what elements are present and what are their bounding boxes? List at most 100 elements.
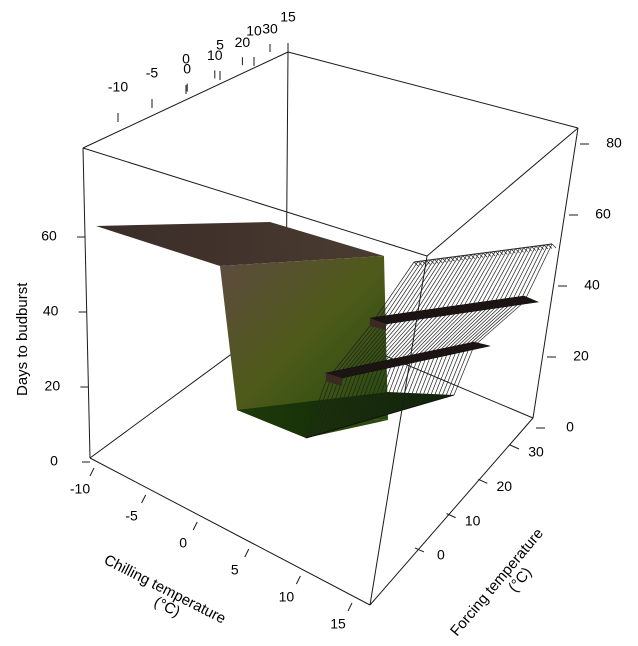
mesh-top-line-28 xyxy=(527,246,532,252)
z-right-tick-label-0: 0 xyxy=(566,419,574,435)
mesh-line-2-1 xyxy=(374,261,419,326)
y-right-tick-1 xyxy=(446,513,456,519)
mesh-line-1-30 xyxy=(456,304,507,351)
box-edge-top-front xyxy=(82,147,428,257)
box-edge-front-vertical xyxy=(369,255,428,606)
mesh-top-line-13 xyxy=(466,254,472,260)
x-back-tick-label-5: 15 xyxy=(280,9,296,25)
mesh-line-1-29 xyxy=(451,305,502,352)
mesh-line-2-7 xyxy=(401,258,443,322)
step-slab-upper-edge xyxy=(370,318,386,330)
mesh-line-2-8 xyxy=(405,257,447,321)
mesh-line-2-29 xyxy=(501,246,533,306)
mesh-line-1-15 xyxy=(391,315,439,366)
mesh-line-0-0 xyxy=(305,380,327,439)
y-axis-title-line1: Forcing temperature xyxy=(447,525,547,639)
y-back-tick-label-1: 10 xyxy=(207,47,223,63)
mesh-top-line-0 xyxy=(413,261,419,267)
mesh-line-2-14 xyxy=(433,254,472,317)
box-edge-front-left xyxy=(82,147,91,459)
step-slab-lower-edge xyxy=(326,373,342,386)
mesh-top-line-32 xyxy=(543,244,549,250)
z-left-tick-label-2: 40 xyxy=(43,303,59,319)
x-back-tick-label-3: 5 xyxy=(216,37,224,53)
x-front-tick-5 xyxy=(347,602,353,612)
mesh-top-line-26 xyxy=(519,247,524,253)
mesh-line-0-30 xyxy=(436,349,457,401)
mesh-top-line-33 xyxy=(547,244,553,249)
mesh-line-0-16 xyxy=(375,364,396,418)
mesh-line-2-5 xyxy=(392,259,435,323)
mesh-line-0-12 xyxy=(357,368,379,423)
mesh-line-2-34 xyxy=(523,243,553,303)
mesh-line-1-31 xyxy=(460,303,511,350)
mesh-line-2-32 xyxy=(514,244,545,304)
mesh-top-line-16 xyxy=(478,253,484,258)
mesh-line-1-34 xyxy=(473,301,525,347)
z-right-tick-label-2: 40 xyxy=(584,277,600,293)
mesh-top-line-17 xyxy=(482,252,488,258)
mesh-line-0-4 xyxy=(323,376,344,434)
mesh-top-line-7 xyxy=(442,258,447,263)
mesh-line-1-13 xyxy=(382,316,430,368)
mesh-line-1-14 xyxy=(386,315,434,367)
mesh-line-0-2 xyxy=(314,378,336,436)
mesh-top-line-27 xyxy=(523,247,528,252)
surface-wall-shadow xyxy=(237,256,388,438)
box-edge-floor-front xyxy=(89,457,371,606)
surface-mesh-steps xyxy=(305,243,557,439)
mesh-line-0-23 xyxy=(405,357,427,410)
mesh-line-2-19 xyxy=(455,251,492,313)
y-right-tick-label-3: 30 xyxy=(528,444,544,460)
y-back-tick-label-0: 0 xyxy=(183,60,191,76)
box-edge-top-left xyxy=(82,51,289,149)
x-front-tick-label-0: -10 xyxy=(70,481,90,497)
mesh-line-1-32 xyxy=(465,303,516,349)
x-front-tick-label-3: 5 xyxy=(231,562,239,578)
mesh-line-0-14 xyxy=(366,366,388,421)
x-front-tick-2 xyxy=(192,521,198,531)
mesh-top-line-25 xyxy=(515,248,520,254)
mesh-top-line-10 xyxy=(454,256,459,261)
mesh-top-line-1 xyxy=(417,261,423,266)
mesh-line-2-10 xyxy=(414,256,455,320)
y-back-tick-label-2: 20 xyxy=(235,34,251,50)
box-edge-top-back xyxy=(287,51,579,129)
mesh-line-1-28 xyxy=(447,305,498,353)
mesh-line-0-5 xyxy=(327,375,349,432)
mesh-line-0-11 xyxy=(353,369,375,425)
mesh-line-0-17 xyxy=(379,363,401,417)
mesh-line-2-15 xyxy=(437,253,476,316)
y-right-tick-label-0: 0 xyxy=(437,547,445,563)
mesh-line-0-1 xyxy=(310,379,331,437)
mesh-line-1-19 xyxy=(408,312,457,362)
x-front-tick-label-4: 10 xyxy=(279,589,295,605)
mesh-line-0-25 xyxy=(414,355,436,407)
mesh-line-2-26 xyxy=(487,248,520,308)
mesh-line-0-20 xyxy=(392,360,414,413)
mesh-line-2-22 xyxy=(469,250,504,311)
x-back-tick-label-1: -5 xyxy=(146,65,159,81)
box-edge-right-vertical xyxy=(532,127,579,419)
mesh-line-0-7 xyxy=(336,373,357,430)
mesh-line-2-24 xyxy=(478,249,512,310)
mesh-line-0-6 xyxy=(331,374,353,431)
mesh-line-2-33 xyxy=(519,244,549,303)
mesh-line-0-27 xyxy=(423,353,444,404)
mesh-line-1-21 xyxy=(417,310,466,360)
y-right-tick-label-1: 10 xyxy=(465,512,481,528)
mesh-top-line-20 xyxy=(494,251,500,256)
mesh-top-line-23 xyxy=(507,249,512,255)
mesh-line-1-23 xyxy=(425,309,475,358)
mesh-top-line-12 xyxy=(462,255,467,260)
mesh-line-2-28 xyxy=(496,247,528,307)
box-edge-floor-right xyxy=(369,417,534,606)
mesh-top-line-11 xyxy=(458,255,463,261)
mesh-line-2-17 xyxy=(446,252,484,315)
mesh-line-0-31 xyxy=(440,348,462,399)
mesh-line-2-23 xyxy=(473,249,508,310)
mesh-line-1-12 xyxy=(377,317,425,369)
mesh-top-line-34 xyxy=(551,243,557,249)
